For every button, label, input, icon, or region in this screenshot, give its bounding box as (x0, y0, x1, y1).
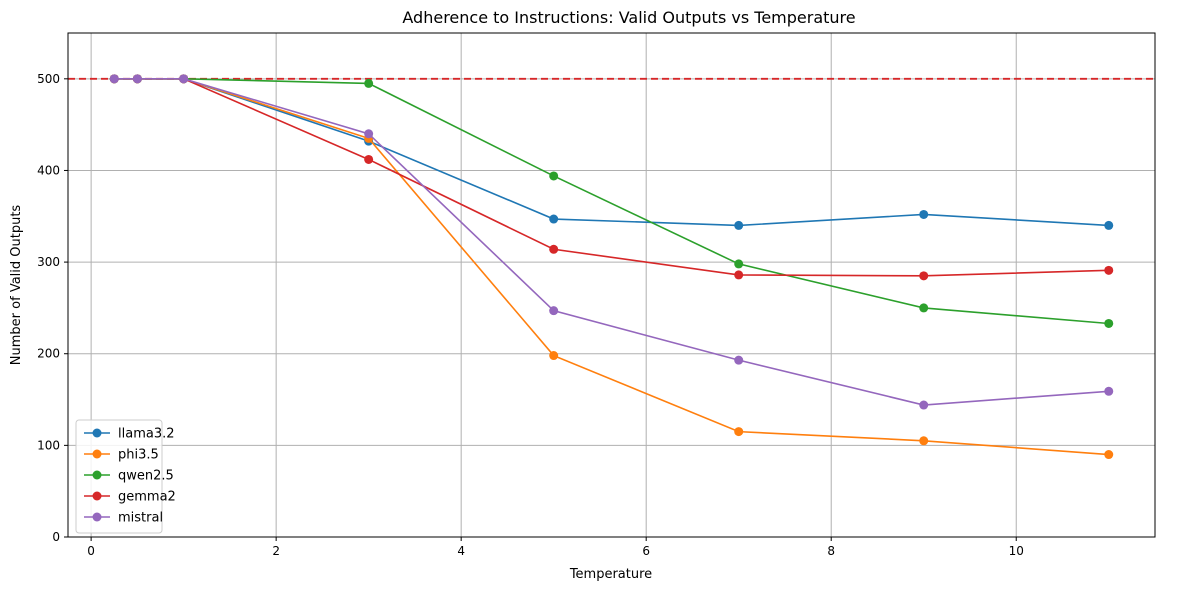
legend: llama3.2 phi3.5 qwen2.5 gemma2 mistral (75, 419, 176, 534)
series-group (109, 74, 1114, 460)
legend-label: gemma2 (118, 490, 176, 505)
data-point (549, 171, 559, 181)
data-point (734, 220, 744, 230)
legend-item: gemma2 (84, 490, 176, 505)
series-line (114, 78, 1109, 325)
y-tick-label: 200 (37, 347, 60, 361)
data-point (549, 214, 559, 224)
data-point (1104, 386, 1114, 396)
data-point (919, 303, 929, 313)
plot-frame (67, 32, 1156, 538)
data-point (364, 129, 374, 139)
grid (68, 33, 1155, 538)
x-tick-label: 10 (1009, 544, 1024, 558)
series-phi3.5 (109, 74, 1114, 460)
data-point (132, 74, 142, 84)
data-point (919, 400, 929, 410)
legend-label: qwen2.5 (118, 469, 174, 484)
legend-swatch-marker (92, 470, 102, 480)
legend-label: mistral (118, 511, 163, 526)
data-point (734, 259, 744, 269)
series-line (114, 78, 1109, 277)
data-point (734, 355, 744, 365)
data-point (1104, 318, 1114, 328)
x-tick-label: 4 (457, 544, 465, 558)
series-line (114, 78, 1109, 456)
y-tick-label: 500 (37, 72, 60, 86)
y-tick-label: 300 (37, 255, 60, 269)
chart-title: Adherence to Instructions: Valid Outputs… (402, 8, 855, 27)
y-tick-label: 0 (52, 530, 60, 544)
legend-item: qwen2.5 (84, 469, 174, 484)
legend-item: phi3.5 (84, 448, 159, 463)
legend-item: mistral (84, 511, 163, 526)
data-point (734, 270, 744, 280)
data-point (1104, 220, 1114, 230)
legend-box (75, 419, 163, 534)
legend-swatch-marker (92, 512, 102, 522)
data-point (109, 74, 119, 84)
x-tick-label: 2 (272, 544, 280, 558)
data-point (549, 244, 559, 254)
legend-swatch-marker (92, 491, 102, 501)
y-tick-label: 400 (37, 163, 60, 177)
x-tick-label: 6 (642, 544, 650, 558)
data-point (549, 306, 559, 316)
data-point (364, 78, 374, 88)
legend-item: llama3.2 (84, 427, 175, 442)
y-axis-label: Number of Valid Outputs (9, 205, 24, 366)
x-tick-label: 8 (827, 544, 835, 558)
data-point (919, 271, 929, 281)
x-axis: 0 2 4 6 8 10 (87, 537, 1024, 558)
data-point (734, 427, 744, 437)
legend-label: llama3.2 (118, 427, 175, 442)
y-tick-label: 100 (37, 438, 60, 452)
data-point (919, 436, 929, 446)
series-line (114, 78, 1109, 406)
legend-swatch-marker (92, 449, 102, 459)
data-point (549, 351, 559, 361)
legend-swatch-marker (92, 428, 102, 438)
series-mistral (109, 74, 1114, 410)
x-tick-label: 0 (87, 544, 95, 558)
legend-label: phi3.5 (118, 448, 159, 463)
data-point (1104, 450, 1114, 460)
data-point (179, 74, 189, 84)
y-axis: 0 100 200 300 400 500 (37, 72, 68, 544)
series-llama3.2 (109, 74, 1114, 230)
data-point (364, 154, 374, 164)
data-point (1104, 265, 1114, 275)
x-axis-label: Temperature (569, 567, 652, 582)
data-point (919, 209, 929, 219)
